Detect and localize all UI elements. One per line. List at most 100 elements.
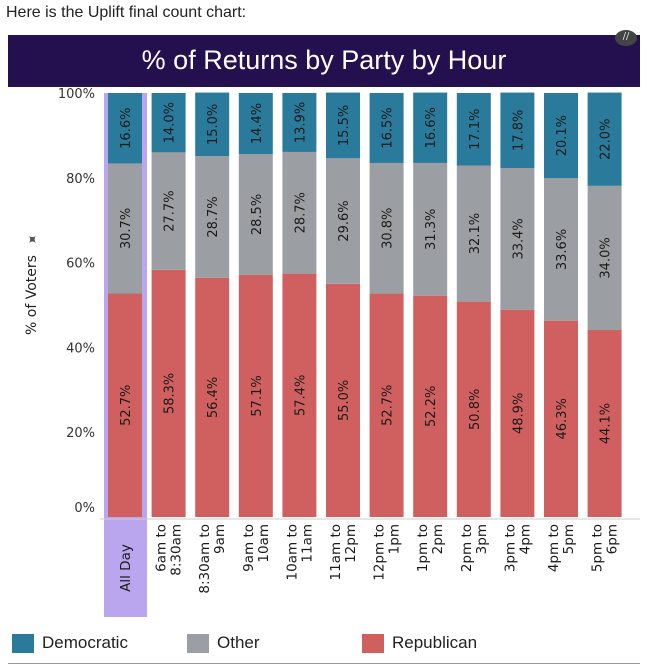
x-tick-label: 5pm	[561, 524, 577, 554]
data-label: 44.1%	[599, 403, 614, 444]
x-tick-label: 10am to	[284, 524, 300, 580]
y-axis-label: % of Voters	[24, 255, 40, 335]
data-label: 52.2%	[424, 386, 439, 427]
data-label: 20.1%	[555, 115, 570, 156]
bar-other	[369, 162, 404, 294]
bar-republican	[151, 269, 186, 517]
bar-democratic	[238, 93, 273, 155]
x-tick-label: 3pm to	[502, 524, 518, 572]
legend-swatch	[187, 633, 209, 653]
bar-democratic	[369, 93, 404, 163]
bar-democratic	[587, 92, 622, 186]
data-label: 33.6%	[555, 229, 570, 270]
data-label: 29.6%	[337, 200, 352, 241]
legend-label: Other	[217, 633, 260, 652]
x-tick-label: 11am	[299, 524, 315, 563]
bar-other	[413, 162, 448, 296]
data-label: 34.0%	[599, 237, 614, 278]
legend-item-republican[interactable]: Republican	[362, 633, 477, 653]
bar-other	[500, 168, 535, 310]
x-tick-label: 1pm to	[415, 524, 431, 572]
data-label: 48.9%	[511, 393, 526, 434]
data-label: 55.0%	[337, 380, 352, 421]
data-label: 17.1%	[468, 109, 483, 150]
bar-other	[108, 163, 142, 294]
bar-other	[326, 158, 360, 284]
legend-label: Democratic	[42, 633, 128, 652]
bar-other	[238, 154, 273, 275]
bar-republican	[413, 295, 448, 517]
bar-democratic	[544, 93, 578, 179]
x-tick-label: 12pm	[343, 524, 359, 563]
legend-item-democratic[interactable]: Democratic	[12, 633, 128, 653]
bar-republican	[456, 301, 491, 517]
bar-republican	[282, 273, 317, 517]
data-label: 14.0%	[163, 102, 178, 143]
x-tick-label: 2pm	[430, 524, 446, 554]
data-label: 31.3%	[424, 209, 439, 250]
x-tick-label: All Day	[118, 544, 134, 592]
bar-republican	[500, 309, 535, 517]
bar-republican	[369, 293, 404, 517]
x-tick-label: 4pm	[517, 524, 533, 554]
data-label: 15.5%	[337, 105, 352, 146]
bar-republican	[326, 283, 360, 517]
data-label: 58.3%	[163, 373, 178, 414]
x-tick-label: 8:30am to	[197, 524, 213, 594]
x-tick-label: 10am	[256, 524, 272, 563]
data-label: 28.7%	[293, 192, 308, 233]
bar-republican	[195, 277, 230, 517]
legend-swatch	[12, 633, 34, 653]
data-label: 16.6%	[424, 107, 439, 148]
x-tick-label: 9am to	[241, 524, 257, 572]
x-tick-label: 6am to	[154, 524, 170, 572]
data-label: 16.5%	[381, 107, 396, 148]
legend-item-other[interactable]: Other	[187, 633, 260, 653]
data-label: 30.7%	[119, 208, 134, 249]
bar-republican	[587, 330, 622, 517]
intro-text: Here is the Uplift final count chart:	[6, 4, 247, 21]
bar-other	[456, 165, 491, 302]
y-tick-label: 80%	[66, 172, 95, 187]
bar-other	[587, 185, 622, 331]
divider	[8, 663, 640, 664]
legend-label: Republican	[392, 633, 478, 652]
bar-republican	[544, 320, 578, 517]
highlight-label-band	[104, 519, 147, 617]
x-tick-label: 3pm	[474, 524, 490, 554]
bar-other	[544, 178, 578, 321]
data-label: 46.3%	[555, 398, 570, 439]
x-tick-label: 12pm to	[372, 524, 388, 581]
x-tick-label: 4pm to	[546, 524, 562, 572]
x-tick-label: 5pm to	[590, 524, 606, 572]
data-label: 14.4%	[250, 103, 265, 144]
data-label: 52.7%	[381, 385, 396, 426]
legend-swatch	[362, 633, 384, 653]
data-label: 16.6%	[119, 108, 134, 149]
data-label: 30.8%	[381, 208, 396, 249]
bar-democratic	[326, 92, 360, 159]
y-tick-label: 20%	[66, 426, 95, 441]
x-tick-label: 11am to	[328, 524, 344, 580]
bar-other	[282, 151, 317, 274]
data-label: 13.9%	[293, 102, 308, 143]
pin-icon: ✦	[23, 230, 43, 250]
bar-democratic	[108, 93, 142, 164]
expand-icon[interactable]: //	[615, 30, 637, 46]
y-tick-label: 40%	[66, 341, 95, 356]
data-label: 33.4%	[511, 218, 526, 259]
data-label: 57.1%	[250, 375, 265, 416]
bar-other	[195, 156, 230, 278]
y-tick-label: 100%	[58, 87, 95, 102]
bar-other	[151, 152, 186, 270]
bar-democratic	[500, 92, 535, 169]
bar-democratic	[282, 93, 317, 152]
x-tick-label: 2pm to	[459, 524, 475, 572]
x-tick-label: 8:30am	[169, 524, 185, 576]
data-label: 52.7%	[119, 385, 134, 426]
chart-title: % of Returns by Party by Hour	[8, 35, 640, 87]
data-label: 32.1%	[468, 213, 483, 254]
bar-republican	[238, 274, 273, 517]
x-tick-label: 9am	[212, 524, 228, 554]
data-label: 22.0%	[599, 119, 614, 160]
